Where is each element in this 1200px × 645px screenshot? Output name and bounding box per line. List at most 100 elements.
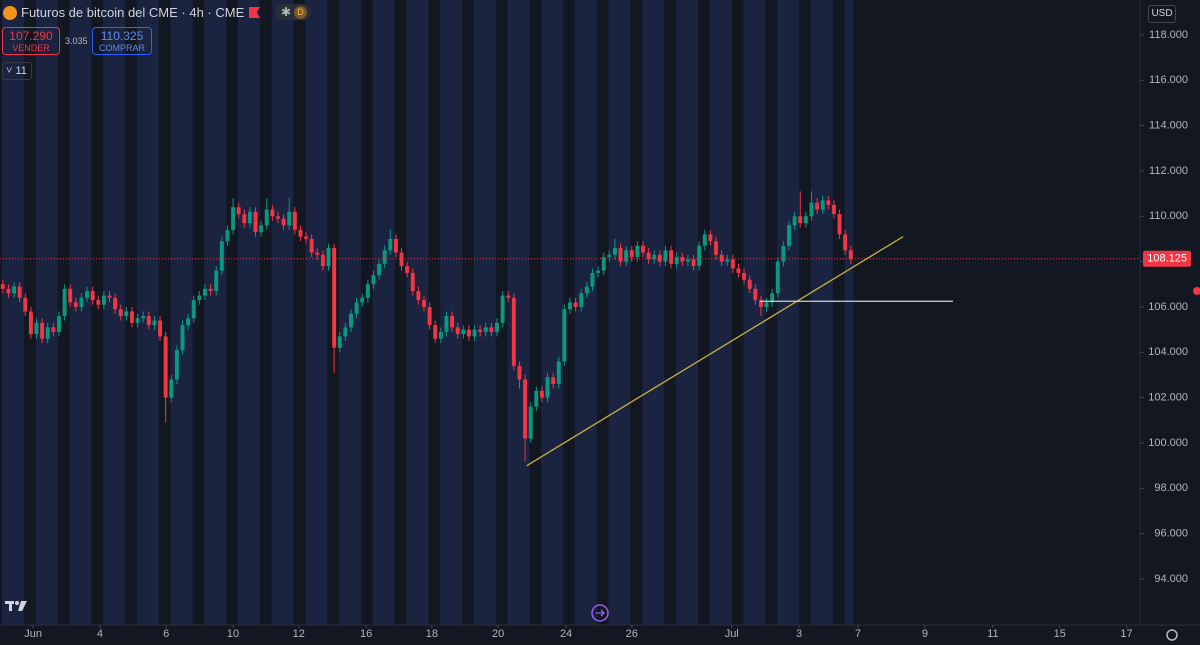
- x-tick-label: Jun: [24, 628, 42, 640]
- candle-body: [174, 350, 179, 380]
- candle-body: [236, 207, 241, 215]
- candle-body: [466, 329, 471, 337]
- y-tick-label: 104.000: [1148, 346, 1188, 358]
- candle-body: [601, 257, 606, 271]
- candle-body: [270, 209, 275, 217]
- candle-body: [124, 311, 129, 317]
- currency-select[interactable]: USD: [1148, 5, 1176, 23]
- candle-body: [483, 327, 488, 332]
- flag-icon[interactable]: [249, 7, 260, 18]
- x-tick-label: 9: [922, 628, 928, 640]
- candle-body: [146, 316, 151, 326]
- candle-body: [848, 250, 853, 260]
- session-band: [237, 0, 260, 625]
- candle-body: [568, 302, 572, 310]
- candle-body: [663, 250, 668, 262]
- candle-body: [680, 257, 685, 262]
- candle-body: [135, 318, 140, 323]
- trend-line: [526, 236, 904, 467]
- candle-body: [669, 250, 674, 264]
- candle-body: [500, 295, 505, 323]
- drawings: [0, 236, 1140, 467]
- candle-body: [753, 288, 758, 301]
- candle-body: [326, 248, 331, 267]
- candle-body: [264, 209, 269, 226]
- last-price-box: [1143, 250, 1191, 267]
- candle-body: [85, 291, 90, 298]
- replay-icon[interactable]: [591, 604, 609, 622]
- session-band: [103, 0, 126, 625]
- candle-body: [208, 288, 213, 292]
- session-band: [406, 0, 429, 625]
- candle-body: [169, 379, 174, 398]
- session-band: [170, 0, 193, 625]
- candle-body: [579, 293, 584, 307]
- candle-body: [242, 214, 247, 224]
- candle-body: [809, 202, 814, 217]
- candle-body: [259, 225, 264, 233]
- candle-body: [371, 275, 376, 285]
- candle-body: [787, 225, 791, 246]
- candle-body: [629, 250, 634, 258]
- candle-body: [506, 295, 511, 298]
- session-band: [271, 0, 294, 625]
- candle-body: [34, 322, 39, 335]
- candle-body: [646, 252, 651, 260]
- candle-body: [214, 270, 219, 292]
- symbol-title[interactable]: Futuros de bitcoin del CME · 4h · CME: [21, 5, 245, 20]
- candle-body: [618, 248, 623, 262]
- session-band: [810, 0, 833, 625]
- candle-body: [635, 245, 640, 258]
- candle-body: [556, 361, 561, 385]
- buy-button[interactable]: 110.325 COMPRAR: [92, 27, 152, 55]
- candle-body: [730, 259, 735, 269]
- x-tick-label: Jul: [725, 628, 739, 640]
- y-tick-label: 94.000: [1154, 573, 1188, 585]
- candle-body: [803, 216, 808, 224]
- candle-body: [691, 259, 696, 267]
- candle-body: [837, 214, 842, 235]
- y-tick-label: 98.000: [1154, 482, 1188, 494]
- candle-body: [130, 311, 134, 323]
- candle-body: [191, 300, 196, 319]
- indicators-toggle[interactable]: ˅ 11: [2, 62, 32, 80]
- candle-body: [62, 288, 67, 317]
- candle-body: [51, 327, 56, 332]
- candle-body: [528, 406, 533, 439]
- candle-body: [113, 297, 118, 310]
- x-tick-label: 16: [360, 628, 372, 640]
- candle-body: [422, 300, 426, 307]
- session-band: [2, 0, 24, 625]
- settings-icon[interactable]: [1166, 629, 1178, 641]
- y-tick-label: 110.000: [1149, 210, 1188, 222]
- candle-body: [388, 238, 393, 251]
- candle-body: [444, 316, 449, 332]
- candle-body: [714, 241, 718, 255]
- candle-body: [657, 254, 662, 262]
- candle-body: [101, 295, 106, 305]
- candle-body: [702, 234, 707, 246]
- candle-body: [697, 245, 702, 267]
- sell-button[interactable]: 107.290 VENDER: [2, 27, 60, 55]
- candle-body: [826, 200, 831, 205]
- candle-body: [534, 390, 539, 407]
- candle-body: [511, 297, 516, 366]
- candle-body: [360, 297, 365, 303]
- indicator-count: 11: [15, 65, 27, 77]
- candle-body: [562, 309, 567, 362]
- candle-body: [742, 272, 747, 280]
- candle-body: [0, 284, 5, 289]
- candle-body: [107, 295, 112, 298]
- candle-body: [287, 211, 292, 226]
- y-tick-label: 100.000: [1148, 437, 1188, 449]
- x-tick-label: 15: [1054, 628, 1066, 640]
- candle-body: [219, 241, 224, 271]
- candle-body: [247, 211, 252, 224]
- candle-body: [612, 248, 617, 255]
- candle-body: [736, 268, 741, 273]
- session-band: [541, 0, 564, 625]
- sell-price: 107.290: [9, 29, 53, 43]
- candle-body: [298, 229, 303, 237]
- candle-body: [461, 329, 466, 335]
- candle-body: [719, 254, 724, 262]
